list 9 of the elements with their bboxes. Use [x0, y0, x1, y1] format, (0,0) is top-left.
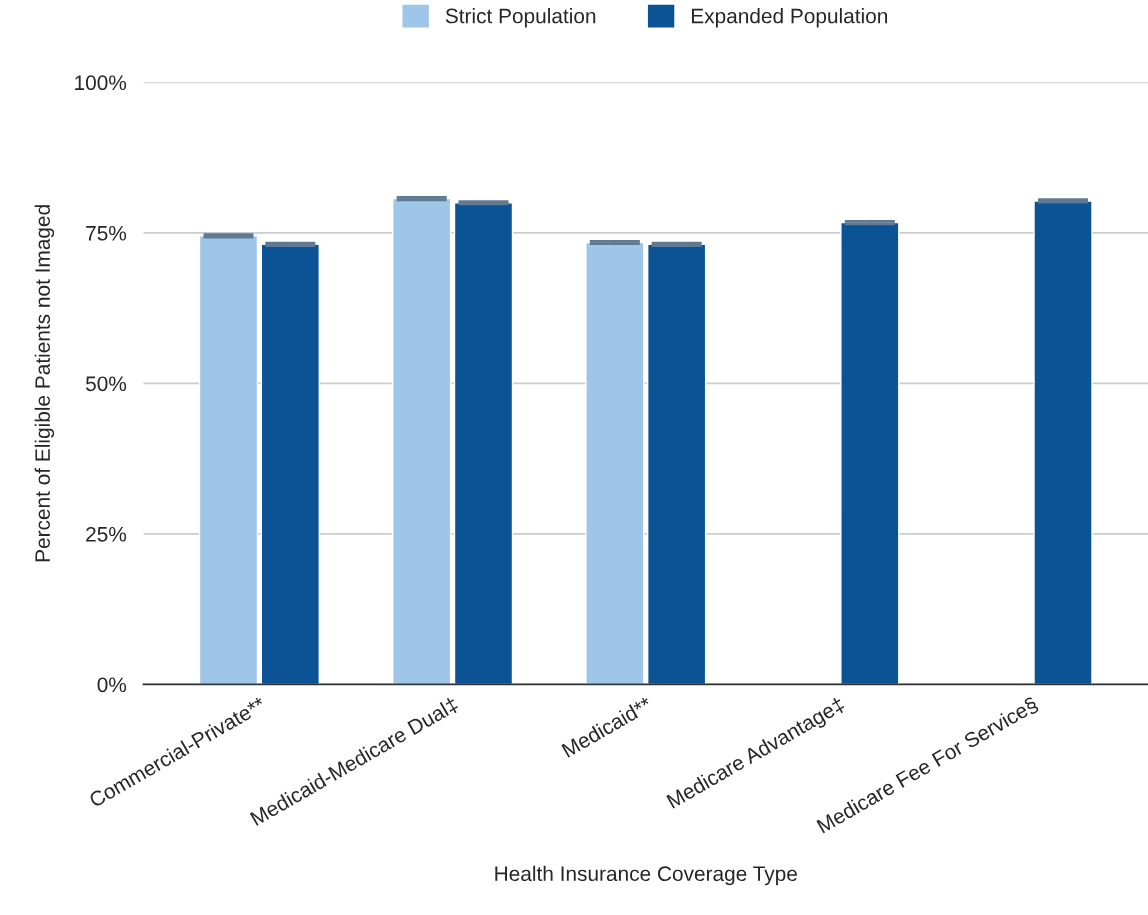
legend-label: Expanded Population	[691, 8, 887, 28]
y-tick-label: 25%	[86, 526, 127, 542]
y-tick-label: 75%	[86, 225, 127, 241]
x-axis-title: Health Insurance Coverage Type	[495, 865, 797, 886]
y-axis-title: Percent of Eligible Patients not Imaged	[34, 205, 55, 562]
y-tick-label: 100%	[75, 75, 127, 91]
y-tick-label: 50%	[85, 376, 127, 392]
legend-label: Strict Population	[445, 8, 596, 28]
y-tick-label: 0%	[97, 677, 127, 693]
